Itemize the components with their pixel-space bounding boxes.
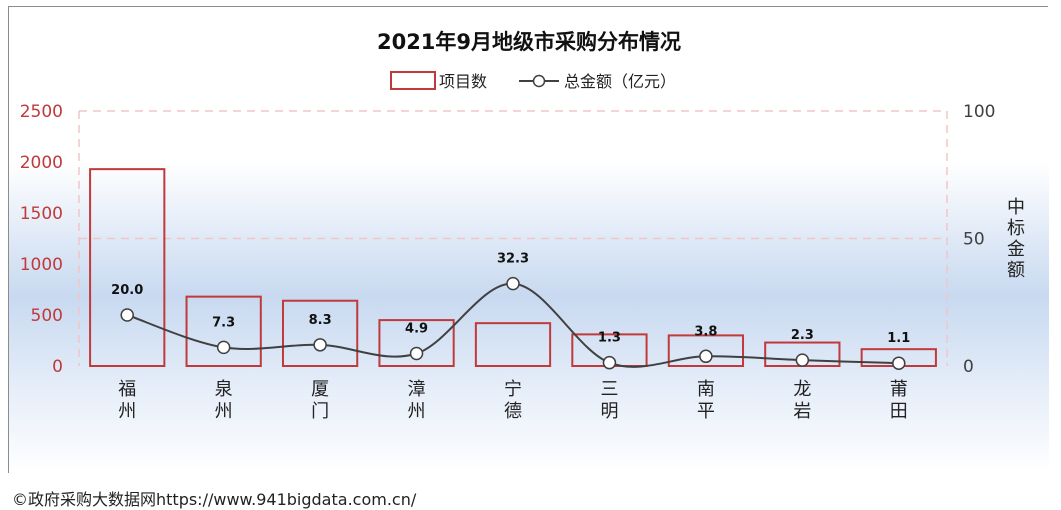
amount-data-label: 20.0: [111, 283, 143, 298]
x-tick-label: 德: [504, 401, 522, 422]
x-tick-label: 明: [600, 401, 618, 422]
x-tick-label: 漳: [408, 379, 426, 400]
bar: [474, 322, 552, 368]
gridlines: [78, 110, 948, 366]
chart-title: 2021年9月地级市采购分布情况: [377, 30, 681, 54]
source-credit: ©政府采购大数据网https://www.941bigdata.com.cn/: [12, 490, 417, 509]
right-tick-label: 100: [963, 102, 995, 122]
chart: 2021年9月地级市采购分布情况 项目数 总金额（亿元） 20.0 7.3 8.3 4…: [9, 7, 1049, 474]
amount-data-label: 3.8: [694, 324, 717, 339]
amount-point: [409, 346, 424, 361]
x-tick-label: 厦: [311, 379, 329, 400]
legend-line-label: 总金额（亿元）: [564, 72, 676, 91]
x-tick-label: 泉: [215, 379, 233, 400]
x-tick-label: 岩: [793, 401, 811, 422]
left-tick-label: 1000: [20, 255, 63, 275]
line-series: 20.0 7.3 8.3 4.9 32.3 1.3 3.8 2.3 1.1: [111, 252, 910, 370]
x-tick-label: 宁: [504, 379, 522, 400]
left-tick-label: 500: [31, 306, 63, 326]
bar: [89, 168, 166, 367]
legend-bar-swatch: [390, 71, 436, 90]
left-tick-label: 2000: [20, 153, 63, 173]
right-axis-title-char: 额: [1007, 260, 1025, 281]
legend-line-marker: [532, 74, 546, 88]
amount-data-label: 7.3: [212, 315, 235, 330]
amount-point: [120, 308, 134, 322]
left-axis: 0 500 1000 1500 2000 2500: [20, 102, 63, 377]
x-tick-label: 平: [697, 401, 715, 422]
amount-point: [216, 340, 231, 355]
legend: 项目数 总金额（亿元）: [390, 71, 676, 91]
amount-data-label: 1.1: [887, 331, 910, 346]
amount-data-label: 2.3: [791, 328, 814, 343]
bar: [667, 334, 745, 367]
x-tick-label: 福: [118, 379, 136, 400]
chart-frame: 2021年9月地级市采购分布情况 项目数 总金额（亿元） 20.0 7.3 8.3 4…: [8, 6, 1049, 474]
bar: [281, 299, 359, 367]
bar: [185, 295, 262, 368]
right-axis: 0 50 100: [963, 102, 995, 377]
x-tick-label: 州: [215, 401, 233, 422]
x-tick-label: 田: [890, 401, 908, 422]
right-axis-title-char: 金: [1007, 239, 1025, 260]
x-tick-label: 门: [311, 401, 329, 422]
x-tick-label: 龙: [793, 379, 811, 400]
amount-data-label: 4.9: [405, 322, 428, 337]
bar: [378, 319, 455, 368]
x-tick-label: 南: [697, 379, 715, 400]
left-tick-label: 1500: [20, 204, 63, 224]
amount-data-label: 1.3: [598, 331, 621, 346]
right-tick-label: 0: [963, 357, 974, 377]
right-axis-title-char: 中: [1007, 197, 1025, 218]
amount-point: [602, 355, 617, 370]
amount-point: [313, 338, 327, 352]
legend-bar-label: 项目数: [439, 72, 487, 91]
amount-point: [506, 276, 520, 291]
amount-data-label: 32.3: [497, 252, 529, 267]
x-tick-label: 三: [600, 379, 618, 400]
chart-background: [9, 7, 1049, 474]
amount-point: [699, 349, 713, 364]
amount-point: [795, 353, 810, 367]
amount-point: [892, 356, 906, 370]
left-tick-label: 2500: [20, 102, 63, 122]
right-tick-label: 50: [963, 230, 985, 250]
x-tick-label: 州: [118, 401, 136, 422]
x-tick-label: 莆: [890, 379, 908, 400]
left-tick-label: 0: [52, 357, 63, 377]
x-tick-label: 州: [408, 401, 426, 422]
right-axis-title-char: 标: [1007, 218, 1025, 239]
amount-data-label: 8.3: [309, 313, 332, 328]
